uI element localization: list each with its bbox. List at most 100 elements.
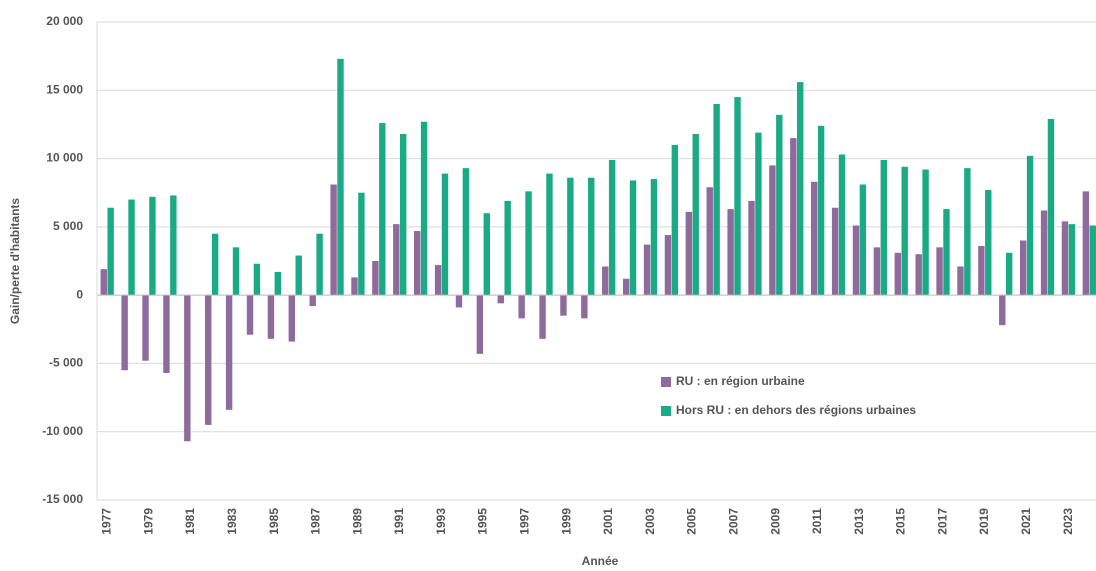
bar — [232, 247, 240, 296]
x-tick-label: 1983 — [225, 508, 239, 535]
bar — [546, 173, 553, 296]
bar — [372, 261, 379, 296]
bar — [358, 192, 365, 296]
bar — [170, 195, 177, 296]
bar — [1019, 240, 1027, 296]
bar — [650, 179, 658, 296]
bar — [734, 97, 741, 296]
bar — [142, 295, 149, 361]
bar — [163, 295, 170, 373]
legend-marker — [661, 406, 671, 416]
bar — [567, 177, 574, 296]
bar — [790, 138, 797, 296]
bar — [420, 121, 428, 296]
bar — [797, 82, 804, 296]
bar — [880, 159, 887, 296]
bar — [643, 244, 651, 296]
x-tick-label: 1981 — [183, 508, 197, 535]
x-tick-label: 2013 — [852, 508, 866, 535]
bar — [811, 181, 818, 296]
x-tick-label: 2019 — [977, 508, 991, 535]
x-tick-label: 1995 — [476, 508, 490, 535]
bar — [476, 295, 484, 354]
bar — [267, 295, 275, 339]
x-tick-label: 2005 — [685, 508, 699, 535]
bar — [776, 114, 783, 296]
bar — [393, 224, 400, 296]
bar — [1005, 252, 1013, 296]
bar — [1047, 118, 1055, 296]
y-tick-label: 15 000 — [46, 82, 83, 96]
bar — [748, 200, 755, 296]
x-tick-label: 2001 — [601, 508, 615, 535]
x-tick-label: 1991 — [392, 508, 406, 535]
x-tick-label: 2023 — [1061, 508, 1075, 535]
bar — [706, 187, 713, 296]
bar — [999, 295, 1006, 326]
bar — [434, 265, 442, 296]
bar — [608, 159, 616, 296]
legend-label: Hors RU : en dehors des régions urbaines — [676, 403, 916, 417]
x-tick-label: 2007 — [726, 508, 740, 535]
bar — [664, 235, 672, 296]
x-tick-label: 2017 — [935, 508, 949, 535]
bar — [309, 295, 316, 307]
legend-label: RU : en région urbaine — [676, 374, 805, 388]
bar — [588, 177, 595, 296]
bar — [727, 209, 734, 296]
bar — [539, 295, 546, 339]
bar — [225, 295, 233, 410]
bar — [246, 295, 254, 335]
bar — [622, 278, 630, 296]
bar — [692, 133, 699, 296]
x-tick-label: 1977 — [100, 508, 114, 535]
x-tick-label: 1989 — [350, 508, 364, 535]
bar — [985, 189, 992, 296]
bar — [943, 209, 950, 296]
y-tick-label: 10 000 — [46, 151, 83, 165]
bar — [149, 196, 156, 296]
bar — [957, 266, 964, 296]
bar — [852, 225, 860, 296]
bar — [560, 295, 567, 316]
bar — [964, 168, 971, 296]
bar — [441, 173, 449, 296]
x-tick-label: 1985 — [267, 508, 281, 535]
bar — [873, 247, 881, 296]
bar — [629, 180, 637, 296]
x-tick-label: 1993 — [434, 508, 448, 535]
bar — [107, 207, 114, 296]
bar — [504, 200, 511, 296]
x-tick-label: 2015 — [894, 508, 908, 535]
bar — [351, 277, 358, 296]
bar — [671, 144, 679, 296]
bar — [295, 255, 302, 296]
x-tick-label: 1987 — [309, 508, 323, 535]
y-axis-title: Gain/perte d'habitants — [8, 198, 22, 325]
bar — [288, 295, 296, 342]
bar — [1082, 191, 1090, 296]
bar — [838, 154, 846, 296]
bar — [894, 252, 901, 296]
x-tick-label: 2021 — [1019, 508, 1033, 535]
bar — [483, 213, 490, 296]
bar — [1068, 224, 1076, 296]
y-tick-label: 20 000 — [46, 14, 83, 28]
x-tick-label: 1997 — [518, 508, 532, 535]
bar — [901, 166, 908, 296]
bar — [337, 58, 344, 296]
bar — [1026, 155, 1034, 296]
y-tick-label: -10 000 — [42, 424, 83, 438]
bar — [769, 165, 776, 296]
bar — [100, 269, 107, 296]
bar — [525, 191, 532, 296]
x-tick-label: 2003 — [643, 508, 657, 535]
bar — [1089, 225, 1096, 296]
bar — [685, 211, 693, 296]
bar — [1040, 210, 1048, 296]
bar — [915, 254, 922, 296]
bar — [978, 245, 985, 296]
bar — [859, 184, 867, 296]
bar — [713, 103, 720, 296]
